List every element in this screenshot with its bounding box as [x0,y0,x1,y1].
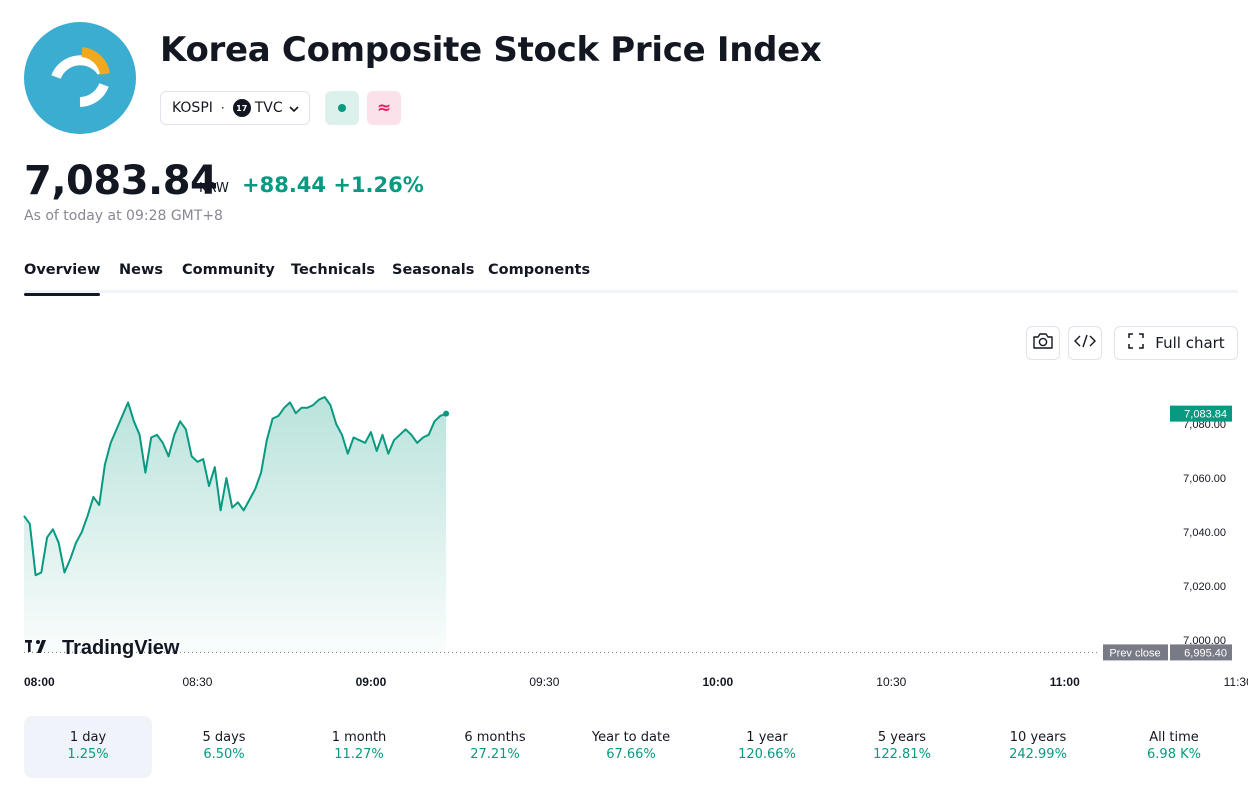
tradingview-logo-stem [28,640,31,652]
x-tick-label: 09:00 [356,675,387,689]
symbol-separator: · [220,101,225,115]
y-tick-label: 7,020.00 [1183,581,1226,593]
tab-technicals[interactable]: Technicals [291,262,375,278]
x-tick-label: 11:00 [1050,675,1080,689]
kospi-logo-icon [24,22,136,134]
period-change: 6.98 K% [1147,747,1201,762]
market-open-dot-icon [338,104,346,112]
y-tick-label: 7,000.00 [1183,635,1226,647]
period-change: 122.81% [873,747,931,762]
embed-code-icon [1073,333,1097,353]
period-1-month[interactable]: 1 month 11.27% [295,716,423,778]
period-change: 242.99% [1009,747,1067,762]
y-tick-label: 7,080.00 [1183,419,1226,431]
last-price-point [443,410,450,417]
camera-icon [1032,332,1054,354]
section-tabs: Overview News Community Technicals Seaso… [24,262,1238,296]
prev-close-tag-bg [1103,644,1168,661]
price-area [24,397,447,653]
period-label: 6 months [464,730,526,745]
period-label: All time [1149,730,1199,745]
embed-button[interactable] [1068,326,1102,360]
x-tick-label: 10:30 [876,675,906,689]
full-chart-button[interactable]: Full chart [1114,326,1238,360]
current-price-tag: 7,083.84 [1184,409,1227,421]
price-currency: KRW [199,181,229,196]
prev-close-label: Prev close [1109,647,1160,659]
chevron-down-icon [289,100,299,116]
tradingview-logo-slash [37,640,46,653]
period-label: 1 day [69,730,107,745]
tab-components[interactable]: Components [488,262,591,278]
period-5-years[interactable]: 5 years 122.81% [838,716,966,778]
period-label: 1 year [746,730,788,745]
x-tick-label: 09:30 [529,675,559,689]
period-5-days[interactable]: 5 days 6.50% [160,716,288,778]
x-tick-label: 08:30 [182,675,212,689]
period-label: 10 years [1009,730,1067,745]
y-tick-label: 7,060.00 [1183,473,1226,485]
snapshot-button[interactable] [1026,326,1060,360]
tradingview-logo-dot [36,640,40,644]
x-tick-label: 11:30 [1224,675,1248,689]
period-change: 1.25% [67,747,109,762]
tab-community[interactable]: Community [182,262,275,278]
x-tick-label: 10:00 [702,675,733,689]
data-delay-button[interactable]: ≈ [367,91,401,125]
tradingview-watermark: TradingView [62,637,180,659]
price-change: +88.44 +1.26% [242,173,424,197]
exchange-label: TVC [254,100,283,116]
performance-periods: 1 day 1.25% 5 days 6.50% 1 month 11.27% … [24,716,1238,778]
tradingview-badge-icon: 17 [232,99,251,117]
as-of-timestamp: As of today at 09:28 GMT+8 [24,208,223,224]
prev-close-value-bg [1170,644,1232,661]
full-chart-label: Full chart [1155,334,1225,352]
period-change: 120.66% [738,747,796,762]
x-tick-label: 08:00 [24,675,55,689]
period-1-year[interactable]: 1 year 120.66% [703,716,831,778]
period-label: 5 years [877,730,927,745]
market-status-button[interactable] [325,91,359,125]
change-percent: +1.26% [333,173,424,197]
price-line [23,396,447,577]
period-all-time[interactable]: All time 6.98 K% [1110,716,1238,778]
period-change: 11.27% [334,747,384,762]
tab-overview[interactable]: Overview [24,262,101,296]
period-6-months[interactable]: 6 months 27.21% [431,716,559,778]
page-title: Korea Composite Stock Price Index [160,30,822,70]
period-label: Year to date [591,730,671,745]
tab-news[interactable]: News [119,262,163,278]
period-10-years[interactable]: 10 years 242.99% [974,716,1102,778]
fullscreen-icon [1127,332,1145,354]
symbol-label: KOSPI [172,100,213,116]
current-price-tag-bg [1170,405,1232,422]
period-year-to-date[interactable]: Year to date 67.66% [567,716,695,778]
prev-close-value: 6,995.40 [1184,647,1227,659]
period-change: 67.66% [606,747,656,762]
period-label: 5 days [202,730,246,745]
period-change: 27.21% [470,747,520,762]
price-chart[interactable]: 7,000.00 7,020.00 7,040.00 7,060.00 7,080.00… [0,370,1248,700]
symbol-exchange-dropdown[interactable]: KOSPI · 17 TVC [160,91,310,125]
period-change: 6.50% [203,747,245,762]
period-1-day[interactable]: 1 day 1.25% [24,716,152,778]
last-price: 7,083.84 [24,158,218,204]
period-label: 1 month [331,730,387,745]
tab-seasonals[interactable]: Seasonals [392,262,475,278]
y-tick-label: 7,040.00 [1183,527,1226,539]
change-absolute: +88.44 [242,173,327,197]
